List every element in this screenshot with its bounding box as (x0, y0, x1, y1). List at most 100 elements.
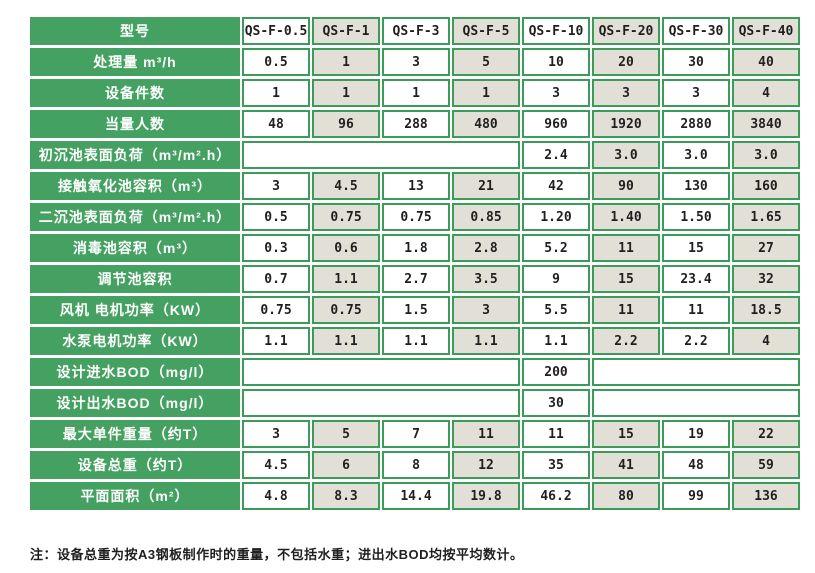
table-row: 初沉池表面负荷（m³/m².h） 2.4 3.0 3.0 3.0 (30, 141, 800, 169)
value-cell: 2.2 (592, 327, 660, 355)
value-cell (592, 389, 800, 417)
value-cell: 13 (382, 172, 450, 200)
table-row: 设计进水BOD（mg/l） 200 (30, 358, 800, 386)
value-cell: 0.7 (242, 265, 310, 293)
value-cell: 19 (662, 420, 730, 448)
table-row: 最大单件重量（约T） 3 5 7 11 11 15 19 22 (30, 420, 800, 448)
value-cell: 3.5 (452, 265, 520, 293)
value-cell: 5.5 (522, 296, 590, 324)
value-cell: 0.5 (242, 203, 310, 231)
value-cell: 0.75 (382, 203, 450, 231)
spec-table: 型号 QS-F-0.5 QS-F-1 QS-F-3 QS-F-5 QS-F-10 QS-F-… (28, 14, 802, 513)
table-row: 设计出水BOD（mg/l） 30 (30, 389, 800, 417)
value-cell: 1.20 (522, 203, 590, 231)
value-cell: 19.8 (452, 482, 520, 510)
value-cell: 136 (732, 482, 800, 510)
value-cell: 5.2 (522, 234, 590, 262)
value-cell: 0.75 (312, 296, 380, 324)
value-cell: 15 (662, 234, 730, 262)
value-cell: 11 (662, 296, 730, 324)
value-cell: 20 (592, 48, 660, 76)
value-cell: 4 (732, 327, 800, 355)
value-cell: 21 (452, 172, 520, 200)
value-cell: 130 (662, 172, 730, 200)
column-header-cell: QS-F-10 (522, 17, 590, 45)
value-cell: 1 (312, 48, 380, 76)
value-cell: 1 (382, 79, 450, 107)
value-cell: 0.6 (312, 234, 380, 262)
value-cell: 1.5 (382, 296, 450, 324)
spec-table-head: 型号 QS-F-0.5 QS-F-1 QS-F-3 QS-F-5 QS-F-10 QS-F-… (30, 17, 800, 45)
table-row: 风机 电机功率（KW） 0.75 0.75 1.5 3 5.5 11 11 18.5 (30, 296, 800, 324)
value-cell: 32 (732, 265, 800, 293)
value-cell: 3 (242, 420, 310, 448)
row-label-cell: 初沉池表面负荷（m³/m².h） (30, 141, 240, 169)
table-row: 消毒池容积（m³） 0.3 0.6 1.8 2.8 5.2 11 15 27 (30, 234, 800, 262)
value-cell: 1.40 (592, 203, 660, 231)
row-label-cell: 最大单件重量（约T） (30, 420, 240, 448)
value-cell: 960 (522, 110, 590, 138)
column-header-cell: QS-F-40 (732, 17, 800, 45)
value-cell: 2880 (662, 110, 730, 138)
value-cell: 3.0 (732, 141, 800, 169)
value-cell: 41 (592, 451, 660, 479)
value-cell: 3 (522, 79, 590, 107)
value-cell: 0.3 (242, 234, 310, 262)
row-label-cell: 设备件数 (30, 79, 240, 107)
value-cell: 48 (662, 451, 730, 479)
value-cell: 2.2 (662, 327, 730, 355)
row-label-cell: 接触氧化池容积（m³） (30, 172, 240, 200)
row-label-cell: 水泵电机功率（KW） (30, 327, 240, 355)
value-cell: 3 (662, 79, 730, 107)
value-cell: 0.75 (312, 203, 380, 231)
row-label-cell: 处理量 m³/h (30, 48, 240, 76)
value-cell: 6 (312, 451, 380, 479)
value-cell: 288 (382, 110, 450, 138)
value-cell: 23.4 (662, 265, 730, 293)
row-label-cell: 设备总重（约T） (30, 451, 240, 479)
value-cell: 4.5 (312, 172, 380, 200)
value-cell: 1.1 (312, 265, 380, 293)
header-label-cell: 型号 (30, 17, 240, 45)
value-cell: 3840 (732, 110, 800, 138)
spec-table-body: 处理量 m³/h 0.5 1 3 5 10 20 30 40 设备件数 1 1 1 1 3 3 3 4 当量人数 48… (30, 48, 800, 510)
value-cell: 1.1 (382, 327, 450, 355)
value-cell: 10 (522, 48, 590, 76)
footnote: 注：设备总重为按A3钢板制作时的重量，不包括水重；进出水BOD均按平均数计。 (30, 547, 524, 562)
value-cell: 40 (732, 48, 800, 76)
row-label-cell: 设计出水BOD（mg/l） (30, 389, 240, 417)
spec-sheet: 型号 QS-F-0.5 QS-F-1 QS-F-3 QS-F-5 QS-F-10 QS-F-… (28, 14, 802, 513)
table-row: 处理量 m³/h 0.5 1 3 5 10 20 30 40 (30, 48, 800, 76)
column-header-cell: QS-F-1 (312, 17, 380, 45)
value-cell (242, 358, 520, 386)
header-row: 型号 QS-F-0.5 QS-F-1 QS-F-3 QS-F-5 QS-F-10 QS-F-… (30, 17, 800, 45)
value-cell: 11 (452, 420, 520, 448)
table-row: 水泵电机功率（KW） 1.1 1.1 1.1 1.1 1.1 2.2 2.2 4 (30, 327, 800, 355)
value-cell: 4.5 (242, 451, 310, 479)
table-row: 设备总重（约T） 4.5 6 8 12 35 41 48 59 (30, 451, 800, 479)
row-label-cell: 风机 电机功率（KW） (30, 296, 240, 324)
value-cell: 4 (732, 79, 800, 107)
value-cell: 80 (592, 482, 660, 510)
column-header-cell: QS-F-20 (592, 17, 660, 45)
value-cell: 1.1 (452, 327, 520, 355)
value-cell: 1.65 (732, 203, 800, 231)
value-cell: 0.75 (242, 296, 310, 324)
value-cell: 0.85 (452, 203, 520, 231)
value-cell: 9 (522, 265, 590, 293)
row-label-cell: 二沉池表面负荷（m³/m².h） (30, 203, 240, 231)
value-cell: 1 (312, 79, 380, 107)
value-cell: 48 (242, 110, 310, 138)
value-cell: 90 (592, 172, 660, 200)
column-header-cell: QS-F-5 (452, 17, 520, 45)
column-header-cell: QS-F-3 (382, 17, 450, 45)
row-label-cell: 平面面积（m²） (30, 482, 240, 510)
row-label-cell: 设计进水BOD（mg/l） (30, 358, 240, 386)
value-cell: 1.1 (242, 327, 310, 355)
value-cell: 2.8 (452, 234, 520, 262)
value-cell: 11 (592, 234, 660, 262)
row-label-cell: 消毒池容积（m³） (30, 234, 240, 262)
value-cell: 35 (522, 451, 590, 479)
column-header-cell: QS-F-30 (662, 17, 730, 45)
value-cell: 11 (592, 296, 660, 324)
